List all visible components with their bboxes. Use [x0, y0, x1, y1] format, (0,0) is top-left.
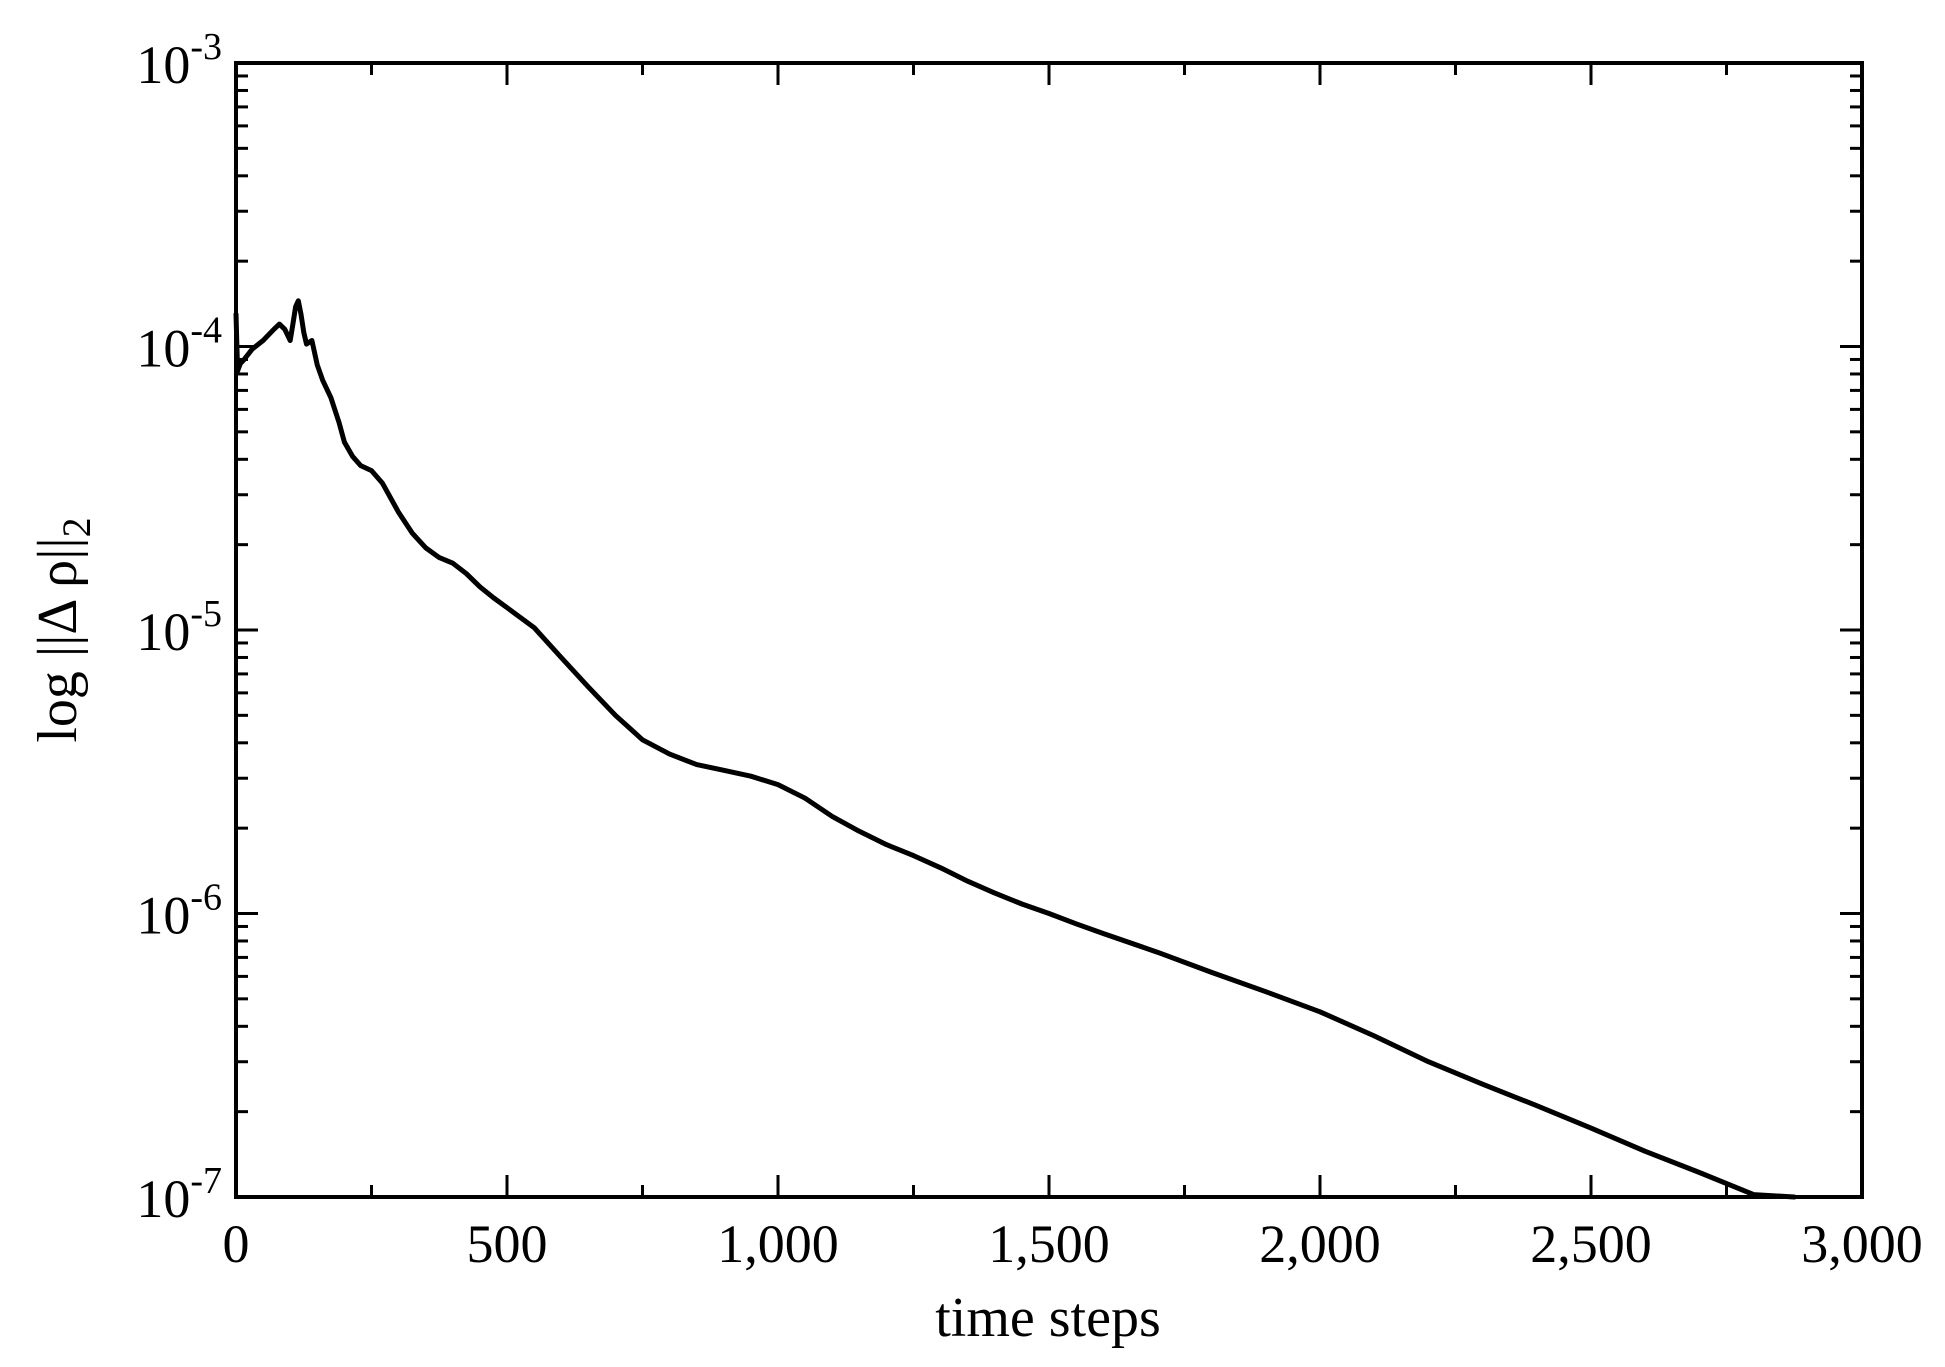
y-axis-title-main: log ||Δ ρ||: [27, 537, 89, 742]
x-tick-label: 500: [467, 1214, 548, 1274]
y-tick-label-base: 10: [136, 886, 190, 946]
y-tick-label: 10-5: [136, 593, 222, 662]
y-tick-label-exponent: -4: [190, 310, 222, 352]
minor-ticks: [236, 63, 1862, 1197]
y-tick-label-base: 10: [136, 1169, 190, 1229]
plot-frame: [234, 61, 1864, 1199]
y-tick-label-exponent: -3: [190, 26, 222, 68]
y-axis-title-subscript: 2: [54, 517, 99, 537]
y-tick-label-base: 10: [136, 35, 190, 95]
x-tick-label: 1,500: [988, 1214, 1110, 1274]
series-line: [233, 298, 1797, 1200]
y-tick-label: 10-4: [136, 310, 222, 379]
y-tick-label-exponent: -7: [190, 1160, 222, 1202]
y-axis-title: log ||Δ ρ||2: [27, 517, 99, 742]
y-tick-label: 10-7: [136, 1160, 222, 1229]
major-ticks: [234, 61, 1864, 1199]
x-tick-label: 1,000: [717, 1214, 839, 1274]
x-tick-labels: 0 500 1,000 1,500 2,000 2,500 3,000: [223, 1214, 1923, 1274]
x-axis-title: time steps: [935, 1287, 1161, 1349]
y-tick-label: 10-3: [136, 26, 222, 95]
y-tick-label-exponent: -5: [190, 593, 222, 635]
y-tick-label: 10-6: [136, 877, 222, 946]
y-tick-label-base: 10: [136, 319, 190, 379]
y-tick-label-exponent: -6: [190, 877, 222, 919]
x-tick-label: 3,000: [1801, 1214, 1923, 1274]
x-tick-label: 2,500: [1530, 1214, 1652, 1274]
x-tick-label: 2,000: [1259, 1214, 1381, 1274]
y-tick-labels: 10-710-610-510-410-3: [136, 26, 222, 1229]
y-tick-label-base: 10: [136, 602, 190, 662]
x-tick-label: 0: [223, 1214, 250, 1274]
